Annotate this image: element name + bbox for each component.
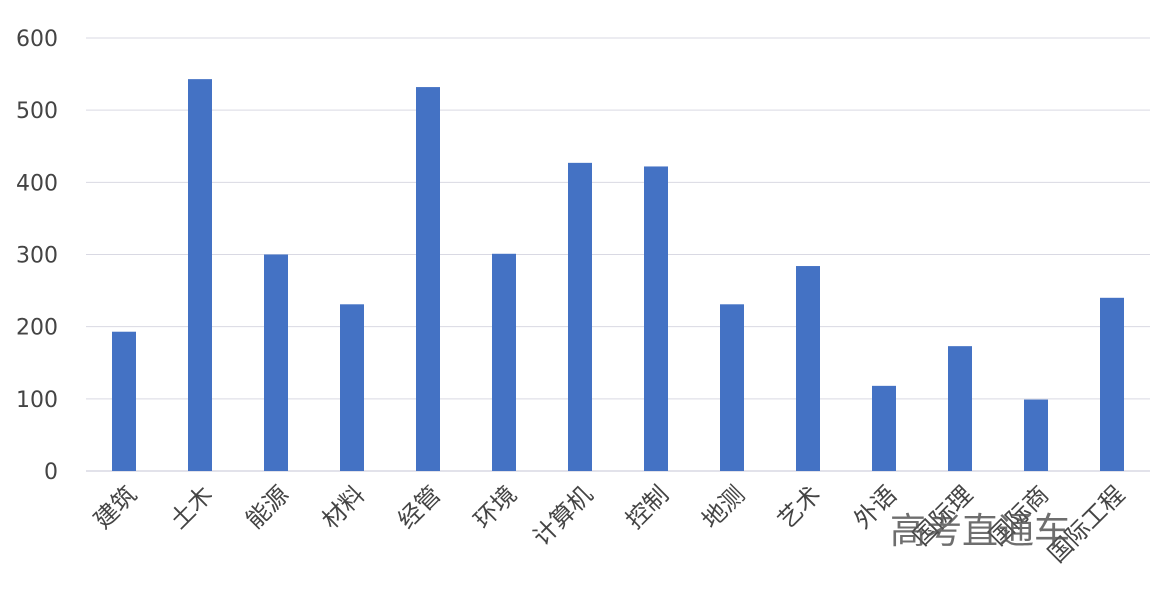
y-tick-label: 200 bbox=[16, 316, 58, 341]
x-tick-label: 艺术 bbox=[773, 480, 827, 534]
bar bbox=[796, 266, 820, 471]
x-tick-label: 计算机 bbox=[528, 480, 599, 551]
bar bbox=[948, 346, 972, 471]
bar bbox=[112, 331, 136, 471]
bar bbox=[644, 166, 668, 471]
y-tick-label: 400 bbox=[16, 171, 58, 196]
y-tick-label: 600 bbox=[16, 27, 58, 52]
x-tick-label: 土木 bbox=[165, 480, 219, 534]
y-tick-label: 500 bbox=[16, 99, 58, 124]
y-tick-label: 0 bbox=[44, 460, 58, 485]
x-tick-label: 环境 bbox=[469, 480, 523, 534]
bar bbox=[568, 162, 592, 471]
x-tick-label: 地测 bbox=[697, 480, 751, 534]
bar bbox=[720, 304, 744, 471]
bar bbox=[188, 79, 212, 471]
bar bbox=[492, 253, 516, 471]
y-tick-label: 100 bbox=[16, 388, 58, 413]
x-tick-label: 控制 bbox=[621, 480, 675, 534]
x-tick-label: 经管 bbox=[393, 480, 447, 534]
bar bbox=[1024, 399, 1048, 471]
watermark-text: 高考直通车 bbox=[890, 511, 1070, 552]
bar bbox=[1100, 297, 1124, 471]
gridlines bbox=[86, 37, 1150, 472]
y-axis-ticks: 0 100 200 300 400 500 600 bbox=[16, 27, 58, 485]
x-tick-label: 材料 bbox=[317, 480, 371, 534]
x-tick-label: 能源 bbox=[241, 480, 295, 534]
bar bbox=[872, 385, 896, 471]
x-tick-label: 建筑 bbox=[89, 480, 143, 534]
bars bbox=[112, 79, 1124, 471]
y-tick-label: 300 bbox=[16, 244, 58, 269]
bar bbox=[340, 304, 364, 471]
bar bbox=[416, 87, 440, 471]
bar bbox=[264, 254, 288, 471]
